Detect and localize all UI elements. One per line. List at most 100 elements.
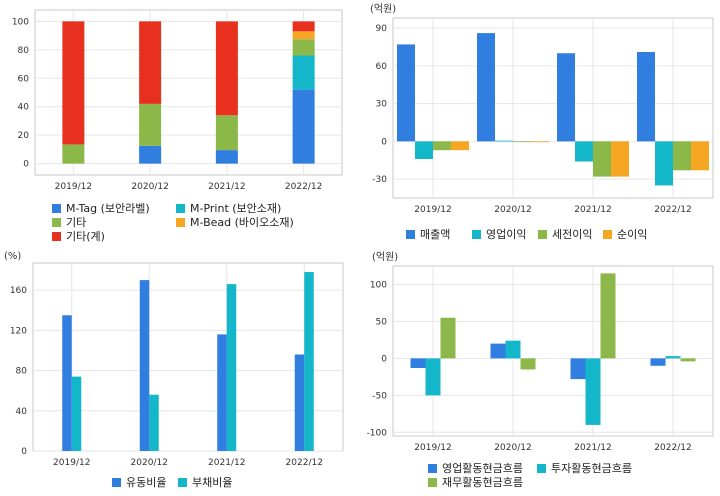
bar-segment [139,103,162,146]
legend-label: 순이익 [617,228,648,241]
bar [570,358,586,380]
legend-item-other-total: 기타(계) [52,230,105,244]
legend-label: M-Tag (보안라벨) [66,202,150,215]
cash-flow-plot: 2019/12 2020/12 2021/12 2022/12 -100 -50 0 50 10… [367,251,714,453]
bar [520,358,536,370]
y-tick-label: 90 [376,24,388,34]
legend-item-m-bead: M-Bead (바이오소재) [176,216,294,230]
y-tick-label: -50 [372,391,387,401]
legend-swatch [176,218,185,227]
bar [304,272,314,451]
y-tick-label: 0 [381,354,387,364]
legend-label: M-Bead (바이오소재) [190,216,294,229]
y-tick-label: 30 [376,100,388,110]
bar [655,141,673,186]
bar [600,273,616,359]
y-tick-label: 100 [370,280,387,290]
y-tick-label: 120 [10,326,27,336]
bar-segment [62,21,85,145]
y-tick-label: 0 [21,447,27,457]
bar-segment [292,21,315,32]
bar [397,44,415,142]
bar [71,376,82,451]
bar-segment [139,21,162,104]
legend-item-investing-cf: 투자활동현금흐름 [537,462,632,476]
y-tick-label: 160 [10,286,27,296]
bar-segment [292,89,315,164]
cash-flow-legend: 영업활동현금흐름 투자활동현금흐름 재무활동현금흐름 [360,460,720,492]
bar-segment [292,31,315,40]
legend-item-m-print: M-Print (보안소재) [176,202,281,216]
x-tick-label: 2021/12 [574,443,611,453]
bar-segment [62,144,85,164]
legend-swatch [428,478,437,487]
y-tick-label: 0 [23,160,29,170]
bar [650,358,666,366]
legend-label: M-Print (보안소재) [190,202,282,215]
legend-swatch [178,478,187,487]
y-tick-label: 50 [376,317,388,327]
plot-area [32,262,344,452]
legend-label: 매출액 [420,228,451,241]
y-tick-label: -100 [367,428,388,438]
y-tick-label: 80 [16,367,28,377]
bar-segment [139,145,162,164]
bar [62,315,72,451]
product-mix-legend: M-Tag (보안라벨) M-Print (보안소재) 기타 M-Bead (바… [0,200,360,248]
legend-item-current-ratio: 유동비율 [112,476,166,490]
ratio-chart: 2019/12 2020/12 2021/12 2022/12 0 40 80 120 160 (… [0,248,360,496]
x-tick-label: 2022/12 [286,458,323,468]
ratio-plot: 2019/12 2020/12 2021/12 2022/12 0 40 80 120 160 (… [4,251,344,468]
legend-item-pretax-profit: 세전이익 [538,228,592,242]
x-tick-label: 2019/12 [414,443,451,453]
legend-swatch [538,230,547,239]
y-tick-label: 60 [18,74,30,84]
bar [139,280,150,451]
bar [477,33,495,142]
x-tick-label: 2019/12 [414,205,451,215]
legend-item-operating-cf: 영업활동현금흐름 [428,462,523,476]
legend-label: 유동비율 [126,476,167,489]
legend-item-m-tag: M-Tag (보안라벨) [52,202,150,216]
bar-segment [215,115,238,151]
legend-label: 영업활동현금흐름 [442,462,523,475]
bar [680,358,696,362]
x-tick-label: 2020/12 [131,458,168,468]
x-tick-label: 2020/12 [494,443,531,453]
x-tick-label: 2019/12 [55,182,92,192]
y-tick-label: 80 [18,46,30,56]
x-tick-label: 2020/12 [494,205,531,215]
legend-swatch [52,232,61,241]
legend-label: 부채비율 [192,476,233,489]
legend-label: 세전이익 [552,228,593,241]
ratio-legend: 유동비율 부채비율 [0,476,360,492]
bar [440,317,456,359]
x-tick-label: 2021/12 [208,458,245,468]
y-tick-label: 100 [12,17,29,27]
product-mix-chart: 2019/12 2020/12 2021/12 2022/12 0 20 40 60 80 100… [0,0,360,248]
y-tick-label: 0 [381,137,387,147]
legend-swatch [52,204,61,213]
bar-segment [292,55,315,90]
income-legend: 매출액 영업이익 세전이익 순이익 [360,228,720,244]
bar [637,51,655,142]
bar-segment [215,21,238,116]
bar [433,141,451,151]
y-tick-label: -30 [372,175,387,185]
plot-area [392,265,714,437]
bar [575,141,593,162]
bar [593,141,611,177]
legend-item-other: 기타 [52,216,86,230]
bar [294,354,305,451]
bar [513,141,531,143]
bar [226,284,237,451]
y-tick-label: 60 [376,62,388,72]
bar [149,394,159,451]
bar [585,358,601,425]
x-tick-label: 2022/12 [654,205,691,215]
legend-swatch [472,230,481,239]
y-tick-label: 40 [18,103,30,113]
cash-flow-chart: 2019/12 2020/12 2021/12 2022/12 -100 -50 0 50 10… [360,248,720,496]
bar [410,358,426,368]
legend-swatch [603,230,612,239]
